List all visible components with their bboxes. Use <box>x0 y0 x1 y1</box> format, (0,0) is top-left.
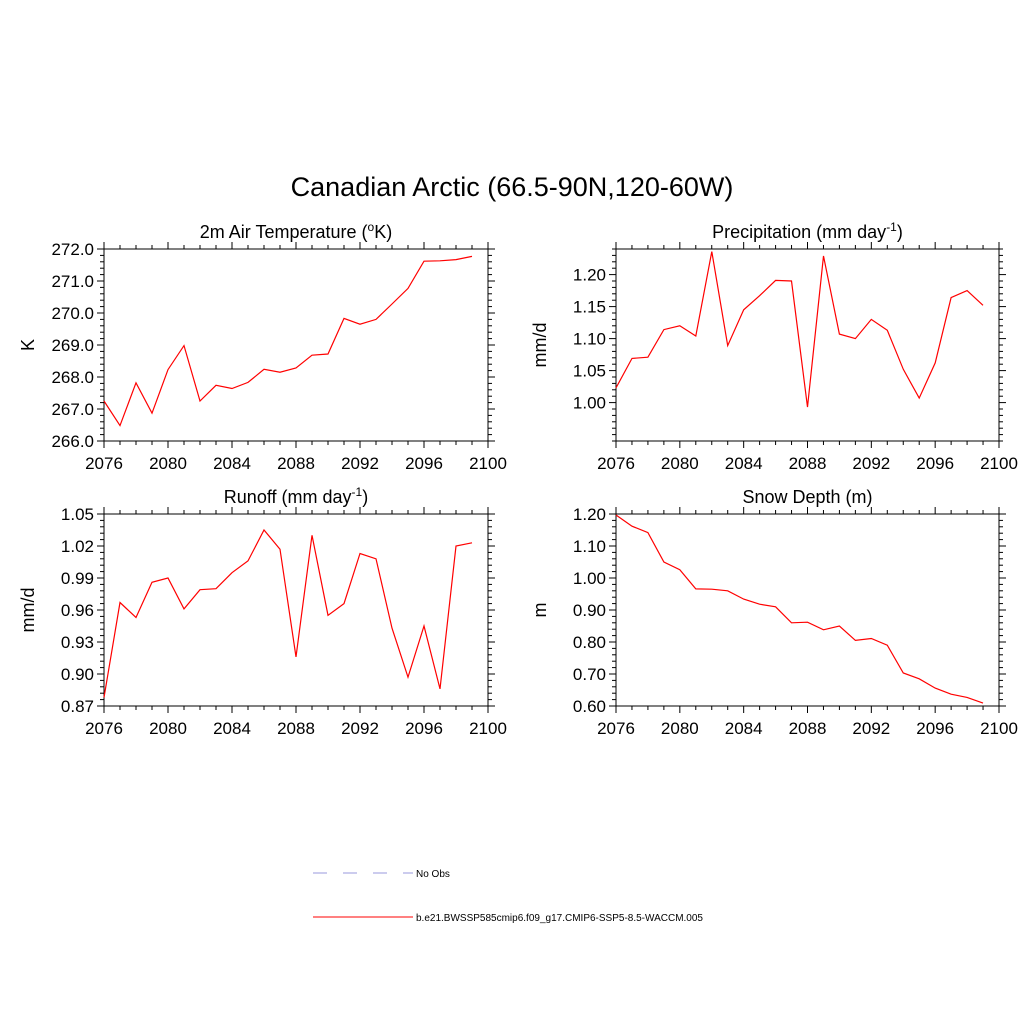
legend-obs-label: No Obs <box>416 869 450 880</box>
x-tick-label: 2100 <box>469 719 507 738</box>
x-tick-label: 2080 <box>149 454 187 473</box>
y-tick-label: 0.70 <box>573 665 606 684</box>
x-tick-label: 2100 <box>469 454 507 473</box>
y-tick-label: 0.87 <box>61 697 94 716</box>
y-tick-label: 0.60 <box>573 697 606 716</box>
y-axis-label: mm/d <box>18 588 38 633</box>
x-tick-label: 2080 <box>661 454 699 473</box>
y-tick-label: 266.0 <box>51 432 94 451</box>
y-tick-label: 268.0 <box>51 368 94 387</box>
x-tick-label: 2100 <box>980 719 1018 738</box>
x-tick-label: 2096 <box>405 454 443 473</box>
x-tick-label: 2084 <box>213 719 251 738</box>
x-tick-label: 2080 <box>149 719 187 738</box>
x-tick-label: 2076 <box>597 719 635 738</box>
x-tick-label: 2088 <box>789 719 827 738</box>
panel-4: Snow Depth (m) m 2076 2080 2084 2088 2092 2096 2… <box>530 487 1018 738</box>
x-tick-label: 2096 <box>916 454 954 473</box>
plot-frame <box>103 248 489 442</box>
y-tick-label: 1.10 <box>573 330 606 349</box>
panels: 2m Air Temperature (oK) K 2076 2080 2084 2088… <box>18 220 1018 738</box>
y-tick-label: 0.90 <box>61 665 94 684</box>
y-axis-label: K <box>18 339 38 351</box>
x-tick-label: 2088 <box>789 454 827 473</box>
x-tick-label: 2092 <box>341 454 379 473</box>
y-tick-label: 271.0 <box>51 272 94 291</box>
y-tick-label: 1.10 <box>573 537 606 556</box>
series-line <box>615 514 984 704</box>
y-axis-label: mm/d <box>530 323 550 368</box>
series-line <box>615 251 984 408</box>
y-tick-label: 267.0 <box>51 400 94 419</box>
y-tick-label: 1.00 <box>573 569 606 588</box>
y-tick-label: 272.0 <box>51 240 94 259</box>
panel-title: Runoff (mm day-1) <box>224 485 368 507</box>
panel-title: Snow Depth (m) <box>742 487 872 507</box>
x-tick-label: 2096 <box>916 719 954 738</box>
plot-frame <box>615 513 1000 707</box>
y-tick-label: 0.90 <box>573 601 606 620</box>
x-tick-label: 2084 <box>213 454 251 473</box>
x-tick-label: 2076 <box>597 454 635 473</box>
y-tick-label: 1.02 <box>61 537 94 556</box>
series-line <box>103 528 473 698</box>
x-tick-label: 2100 <box>980 454 1018 473</box>
y-tick-label: 1.05 <box>61 505 94 524</box>
y-tick-label: 0.80 <box>573 633 606 652</box>
y-tick-label: 1.20 <box>573 266 606 285</box>
x-tick-label: 2088 <box>277 719 315 738</box>
legend-model-label: b.e21.BWSSP585cmip6.f09_g17.CMIP6-SSP5-8… <box>416 913 703 924</box>
x-tick-label: 2080 <box>661 719 699 738</box>
y-tick-label: 0.93 <box>61 633 94 652</box>
y-tick-label: 1.15 <box>573 298 606 317</box>
x-tick-label: 2088 <box>277 454 315 473</box>
y-tick-label: 1.20 <box>573 505 606 524</box>
plot-frame <box>103 513 489 707</box>
legend: No Obs b.e21.BWSSP585cmip6.f09_g17.CMIP6… <box>313 869 703 924</box>
x-tick-label: 2092 <box>341 719 379 738</box>
x-tick-label: 2092 <box>852 719 890 738</box>
x-tick-label: 2092 <box>852 454 890 473</box>
series-line <box>103 255 473 427</box>
y-tick-label: 270.0 <box>51 304 94 323</box>
panel-2: Precipitation (mm day-1) mm/d 2076 2080 2084… <box>530 220 1018 473</box>
x-tick-label: 2084 <box>725 454 763 473</box>
x-tick-label: 2084 <box>725 719 763 738</box>
plot-frame <box>615 248 1000 442</box>
x-tick-label: 2076 <box>85 454 123 473</box>
main-title: Canadian Arctic (66.5-90N,120-60W) <box>291 172 734 202</box>
x-tick-label: 2076 <box>85 719 123 738</box>
panel-3: Runoff (mm day-1) mm/d 2076 2080 2084 2088 209… <box>18 485 507 738</box>
y-tick-label: 1.00 <box>573 394 606 413</box>
y-tick-label: 269.0 <box>51 336 94 355</box>
y-tick-label: 1.05 <box>573 362 606 381</box>
y-axis-label: m <box>530 603 550 618</box>
panel-title: 2m Air Temperature (oK) <box>200 220 392 242</box>
x-tick-label: 2096 <box>405 719 443 738</box>
y-tick-label: 0.99 <box>61 569 94 588</box>
panel-title: Precipitation (mm day-1) <box>712 220 903 242</box>
y-tick-label: 0.96 <box>61 601 94 620</box>
panel-1: 2m Air Temperature (oK) K 2076 2080 2084 2088… <box>18 220 507 473</box>
